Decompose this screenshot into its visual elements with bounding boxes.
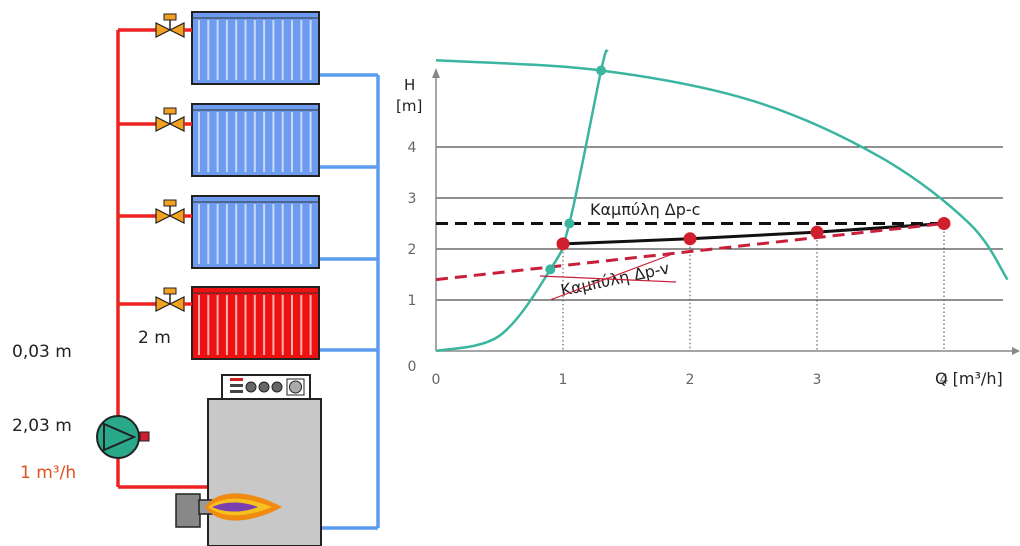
chart-points: [545, 65, 951, 275]
strike-line: [549, 254, 671, 301]
x-tick-label: 1: [559, 372, 568, 388]
boiler: [175, 374, 322, 546]
pump-curve-series: [435, 59, 1009, 281]
system-curve-series: [435, 49, 609, 353]
y-tick-label: 2: [408, 242, 417, 258]
height-top-label: 0,03 m: [12, 342, 72, 362]
valve-icon[interactable]: [155, 107, 192, 132]
height-pump-label: 2,03 m: [12, 416, 72, 436]
operating-point: [683, 232, 697, 246]
heating-system: 0,03 m 2,03 m 1 m³/h 2 m: [12, 11, 380, 546]
y-axis-unit: [m]: [396, 97, 422, 115]
guide-lines: [562, 223, 945, 351]
dial-icon: [271, 381, 283, 393]
radiator-height-label: 2 m: [138, 328, 171, 348]
flow-label: 1 m³/h: [20, 463, 76, 483]
system-point: [596, 65, 607, 76]
pump-triangle-icon: [103, 422, 137, 452]
variable-pressure-series: [435, 222, 945, 282]
y-axis-label: H: [404, 76, 415, 94]
dial-icon: [245, 381, 257, 393]
valve-icon[interactable]: [155, 13, 192, 38]
radiator-1: [191, 11, 320, 85]
y-tick-label: 4: [408, 140, 417, 156]
valve-icon[interactable]: [155, 287, 192, 312]
operating-point: [937, 217, 951, 230]
operating-point: [556, 237, 570, 251]
x-tick-label: 4: [940, 372, 949, 388]
tick-labels: 0 1 2 3 4 0 1 2 3 4: [408, 140, 949, 388]
operating-line-series: [562, 222, 945, 246]
radiator-4-active: [191, 286, 320, 360]
x-axis-label: Q [m³/h]: [935, 369, 1003, 388]
x-tick-label: 2: [686, 372, 695, 388]
radiator-3: [191, 195, 320, 269]
curve-label-dp-c: Καμπύλη Δp-c: [590, 200, 700, 219]
system-point: [545, 264, 556, 275]
strike-line: [539, 275, 677, 283]
burner-motor: [175, 493, 201, 528]
system-point: [564, 218, 575, 229]
x-tick-label: 3: [813, 372, 822, 388]
circulation-pump: [96, 415, 150, 459]
radiator-2: [191, 103, 320, 177]
operating-point: [810, 225, 824, 239]
y-tick-label: 3: [408, 191, 417, 207]
valve-icon[interactable]: [155, 199, 192, 224]
x-tick-label: 0: [432, 372, 441, 388]
dial-icon: [258, 381, 270, 393]
chart-series: [435, 49, 1009, 353]
gauge-icon: [289, 380, 302, 394]
y-tick-label: 1: [408, 293, 417, 309]
return-pipe: [319, 73, 380, 530]
y-tick-label: 0: [408, 359, 417, 375]
